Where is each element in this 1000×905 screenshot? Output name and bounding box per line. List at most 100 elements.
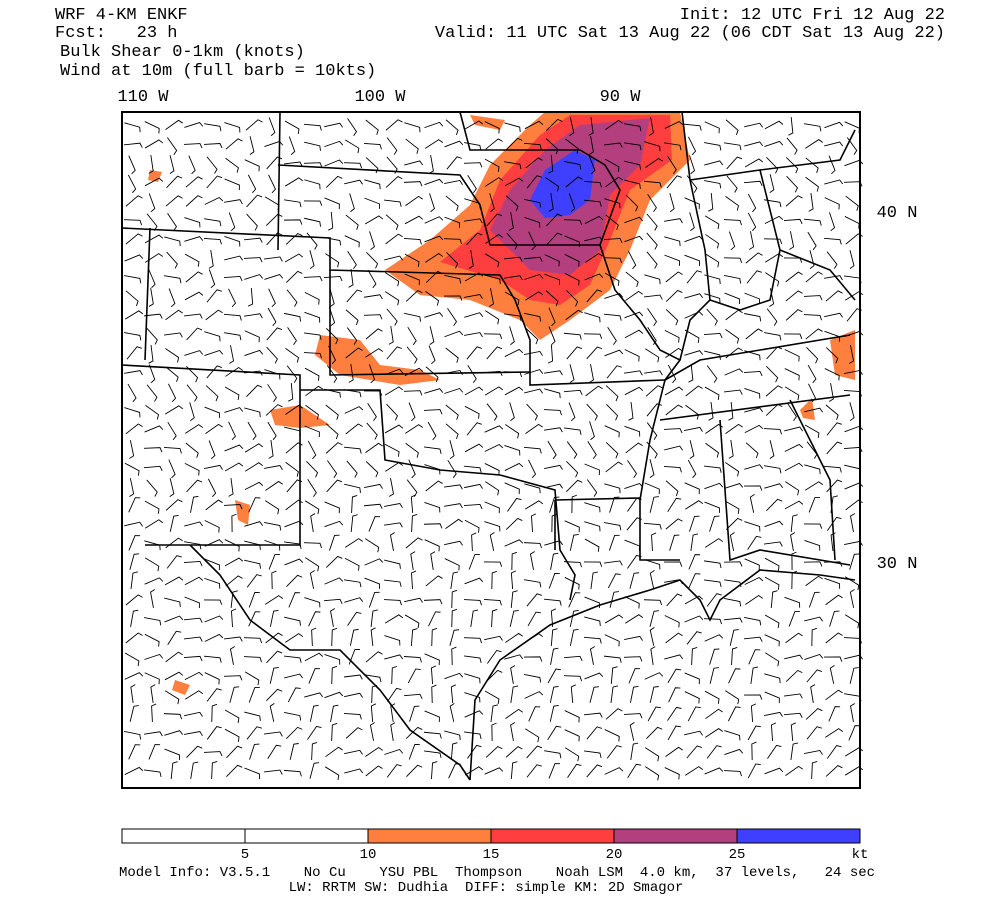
wind-barb [725,195,740,211]
wind-barb [365,348,384,358]
wind-barb [363,143,382,150]
wind-barb [463,465,482,473]
wind-barb [304,332,322,340]
wind-barb [224,539,240,552]
wind-barb [283,219,303,225]
wind-barb [346,327,358,345]
wind-barb [525,157,543,169]
wind-barb [649,459,655,479]
wind-barb [185,424,204,434]
wind-barb [169,155,175,175]
wind-barb [431,627,438,647]
wind-barb [511,551,518,571]
wind-barb [265,632,283,644]
wind-barb [764,614,780,629]
wind-barb [606,365,622,379]
wind-barb [284,177,304,187]
wind-barb [684,329,700,343]
wind-barb [405,138,419,154]
wind-barb [808,591,820,608]
wind-barb [424,539,440,552]
wind-barb [543,409,562,416]
wind-barb [504,386,524,396]
wind-barb [204,672,220,685]
wind-barb [584,215,604,224]
wind-barb [724,142,742,151]
wind-barb [244,671,260,686]
wind-barb [370,609,378,627]
wind-barb [464,142,482,151]
wind-barb [266,688,283,702]
wind-barb [246,213,258,231]
wind-barb [624,160,641,170]
wind-barb [744,122,763,128]
wind-barb [345,347,363,359]
wind-barb [164,236,181,247]
wind-barb [206,688,222,702]
wind-barb [728,231,736,251]
wind-barb [763,428,782,435]
wind-barb [529,551,535,570]
wind-barb [766,498,783,512]
wind-barb [345,727,363,739]
wind-barb [325,746,343,758]
wind-barb [548,763,561,779]
wind-barb [744,424,764,434]
wind-barb [649,627,655,646]
wind-barb [623,713,643,719]
wind-barb [805,157,819,173]
wind-barb [486,213,503,227]
wind-barb [728,440,734,459]
wind-barb [691,646,698,666]
wind-barb [764,541,783,547]
wind-barb [266,327,283,341]
wind-barb [708,402,714,421]
wind-barb [384,368,404,376]
wind-barb [505,632,523,643]
wind-barb [586,764,603,778]
wind-barb [526,593,542,607]
wind-barb [304,692,324,698]
wind-barb [484,635,503,641]
wind-barb [705,423,723,434]
wind-barb [385,176,403,188]
wind-barb [704,501,720,513]
wind-barb [285,404,303,415]
wind-barb [164,405,184,415]
wind-barb [244,481,264,491]
wind-barb [325,423,339,440]
wind-barb [764,557,780,571]
wind-barb [271,570,277,590]
wind-barb [464,673,481,684]
wind-barb [370,703,377,723]
wind-barb [604,483,621,494]
wind-barb [705,442,719,458]
wind-barb [268,174,276,194]
wind-barb [125,195,143,207]
wind-barb [404,122,421,133]
wind-barb [403,390,423,396]
wind-barb [224,255,244,261]
wind-barb [785,157,799,174]
wind-barb [605,708,623,720]
wind-barb [706,745,722,759]
wind-barb [370,627,376,647]
wind-barb [344,692,363,698]
wind-barb [828,706,841,722]
wind-barb [569,628,579,646]
wind-barb [624,216,644,224]
wind-barb [305,385,323,397]
wind-barb [144,769,162,778]
wind-barb [683,123,702,131]
wind-barb [345,538,364,548]
wind-barb [384,424,404,434]
wind-barb [204,196,224,205]
wind-barb [165,195,183,207]
wind-barb [684,595,704,605]
wind-barb [524,312,542,322]
wind-barb [544,273,561,285]
wind-barb [184,671,204,681]
model-name: WRF 4-KM ENKF [55,6,188,25]
wind-barb [605,176,623,188]
wind-barb [603,237,623,244]
